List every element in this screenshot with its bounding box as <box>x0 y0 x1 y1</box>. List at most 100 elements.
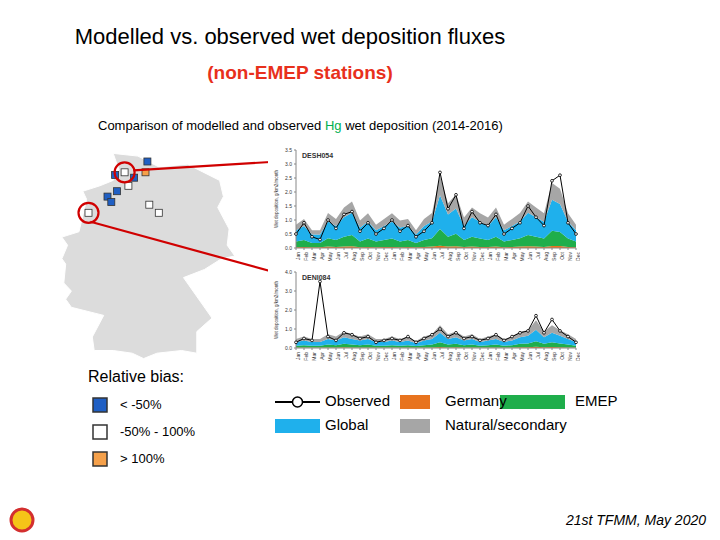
svg-text:Dec: Dec <box>575 252 580 261</box>
html-text:Natural/secondary: Natural/secondary <box>445 416 567 433</box>
svg-text:Jan: Jan <box>487 352 493 360</box>
svg-text:Dec: Dec <box>479 352 485 361</box>
svg-text:2.0: 2.0 <box>285 307 292 313</box>
svg-text:Mar: Mar <box>311 352 317 361</box>
svg-text:Nov: Nov <box>567 252 573 261</box>
svg-text:Mar: Mar <box>407 352 413 361</box>
svg-text:Aug: Aug <box>351 252 357 261</box>
html-text:Relative bias:: Relative bias: <box>88 368 184 385</box>
svg-text:Jan: Jan <box>487 252 493 260</box>
svg-text:Apr: Apr <box>511 252 517 260</box>
svg-text:Feb: Feb <box>495 252 501 261</box>
svg-text:1.0: 1.0 <box>285 326 292 332</box>
svg-text:Jun: Jun <box>431 252 437 260</box>
svg-text:Aug: Aug <box>447 252 453 261</box>
svg-text:1.5: 1.5 <box>285 203 292 209</box>
svg-text:Jul: Jul <box>343 352 349 358</box>
svg-text:Mar: Mar <box>503 352 509 361</box>
svg-text:Oct: Oct <box>367 251 373 259</box>
svg-text:Nov: Nov <box>471 352 477 361</box>
svg-text:Mar: Mar <box>503 252 509 261</box>
svg-text:Jun: Jun <box>335 252 341 260</box>
svg-text:Jan: Jan <box>391 252 397 260</box>
svg-text:Aug: Aug <box>543 352 549 361</box>
svg-text:Oct: Oct <box>559 351 565 359</box>
svg-text:Aug: Aug <box>543 252 549 261</box>
svg-text:May: May <box>423 252 429 262</box>
svg-text:Apr: Apr <box>511 352 517 360</box>
html-text:< -50%: < -50% <box>120 397 162 412</box>
svg-text:Feb: Feb <box>495 352 501 361</box>
svg-text:Sep: Sep <box>359 352 365 361</box>
html-text:21st TFMM, May 2020: 21st TFMM, May 2020 <box>566 512 706 528</box>
html-text:Global: Global <box>325 416 369 433</box>
svg-text:1.0: 1.0 <box>285 217 292 223</box>
svg-text:Jul: Jul <box>535 252 541 258</box>
svg-text:Jun: Jun <box>527 252 533 260</box>
svg-text:0.5: 0.5 <box>285 231 292 237</box>
svg-text:May: May <box>519 352 525 362</box>
svg-text:Jul: Jul <box>439 252 445 258</box>
svg-text:Nov: Nov <box>567 352 573 361</box>
svg-text:Aug: Aug <box>447 352 453 361</box>
svg-text:Apr: Apr <box>415 252 421 260</box>
svg-text:Jan: Jan <box>295 352 301 360</box>
svg-text:Wet deposition, g/km2/month: Wet deposition, g/km2/month <box>274 280 279 339</box>
svg-text:3.0: 3.0 <box>285 161 292 167</box>
html-text:-50% - 100%: -50% - 100% <box>120 424 196 439</box>
svg-text:Dec: Dec <box>575 352 580 361</box>
svg-text:Sep: Sep <box>455 252 461 261</box>
svg-text:2.0: 2.0 <box>285 189 292 195</box>
html-text:EMEP: EMEP <box>575 392 618 409</box>
svg-text:3.5: 3.5 <box>285 147 292 153</box>
svg-text:3.0: 3.0 <box>285 288 292 294</box>
svg-text:Mar: Mar <box>311 252 317 261</box>
svg-text:2.5: 2.5 <box>285 175 292 181</box>
svg-text:Sep: Sep <box>551 252 557 261</box>
html-text:(non-EMEP stations): (non-EMEP stations) <box>207 62 393 83</box>
svg-text:May: May <box>327 352 333 362</box>
svg-text:0.0: 0.0 <box>285 245 292 251</box>
svg-text:Apr: Apr <box>415 352 421 360</box>
svg-text:Dec: Dec <box>479 252 485 261</box>
svg-text:Apr: Apr <box>319 252 325 260</box>
svg-text:Sep: Sep <box>551 352 557 361</box>
svg-text:Wet deposition, g/km2/month: Wet deposition, g/km2/month <box>274 169 279 228</box>
svg-text:Oct: Oct <box>559 251 565 259</box>
svg-text:May: May <box>519 252 525 262</box>
svg-text:Oct: Oct <box>463 351 469 359</box>
svg-text:Jul: Jul <box>535 352 541 358</box>
svg-text:Oct: Oct <box>367 351 373 359</box>
svg-text:Jun: Jun <box>431 352 437 360</box>
svg-text:Aug: Aug <box>351 352 357 361</box>
svg-text:Feb: Feb <box>303 252 309 261</box>
svg-text:Nov: Nov <box>375 252 381 261</box>
svg-text:Oct: Oct <box>463 251 469 259</box>
svg-text:Jul: Jul <box>439 352 445 358</box>
svg-text:May: May <box>327 252 333 262</box>
svg-text:May: May <box>423 352 429 362</box>
html-text:Germany: Germany <box>445 392 507 409</box>
svg-text:Dec: Dec <box>383 352 389 361</box>
svg-text:Jun: Jun <box>527 352 533 360</box>
svg-text:Nov: Nov <box>471 252 477 261</box>
svg-text:Jul: Jul <box>343 252 349 258</box>
svg-text:Sep: Sep <box>455 352 461 361</box>
svg-text:Feb: Feb <box>399 252 405 261</box>
svg-text:Sep: Sep <box>359 252 365 261</box>
svg-text:0.0: 0.0 <box>285 345 292 351</box>
svg-text:Jan: Jan <box>295 252 301 260</box>
html-text:> 100%: > 100% <box>120 451 165 466</box>
svg-text:Feb: Feb <box>303 352 309 361</box>
svg-text:Nov: Nov <box>375 352 381 361</box>
svg-text:Apr: Apr <box>319 352 325 360</box>
html-text:Observed: Observed <box>325 392 390 409</box>
svg-text:Mar: Mar <box>407 252 413 261</box>
svg-text:4.0: 4.0 <box>285 269 292 275</box>
svg-text:Jan: Jan <box>391 352 397 360</box>
html-text:Modelled vs. observed wet depo: Modelled vs. observed wet deposition flu… <box>74 24 506 49</box>
svg-text:Jun: Jun <box>335 352 341 360</box>
svg-text:Feb: Feb <box>399 352 405 361</box>
svg-text:Dec: Dec <box>383 252 389 261</box>
html-text:Comparison of modelled and obs: Comparison of modelled and observed Hg w… <box>98 118 503 133</box>
